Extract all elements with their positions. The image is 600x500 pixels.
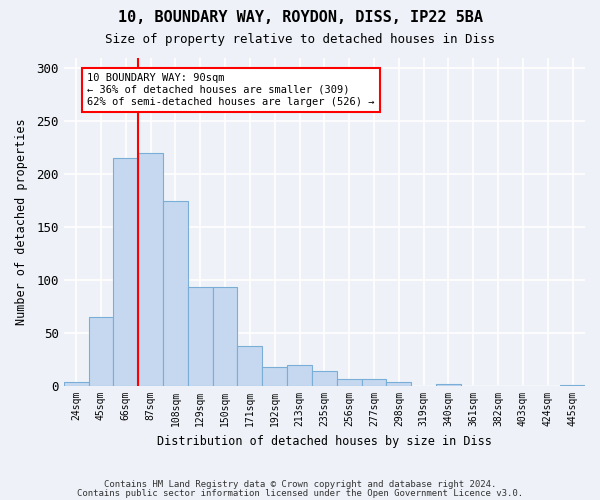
Bar	[362, 378, 386, 386]
Y-axis label: Number of detached properties: Number of detached properties	[15, 118, 28, 325]
Bar	[113, 158, 138, 386]
Bar	[337, 378, 362, 386]
Bar	[212, 288, 238, 386]
Text: 10 BOUNDARY WAY: 90sqm
← 36% of detached houses are smaller (309)
62% of semi-de: 10 BOUNDARY WAY: 90sqm ← 36% of detached…	[87, 74, 375, 106]
Bar	[436, 384, 461, 386]
Bar	[188, 288, 212, 386]
Bar	[312, 371, 337, 386]
Bar	[64, 382, 89, 386]
Bar	[138, 153, 163, 386]
Bar	[89, 317, 113, 386]
X-axis label: Distribution of detached houses by size in Diss: Distribution of detached houses by size …	[157, 434, 492, 448]
Bar	[386, 382, 411, 386]
Bar	[163, 200, 188, 386]
Bar	[262, 367, 287, 386]
Text: Contains public sector information licensed under the Open Government Licence v3: Contains public sector information licen…	[77, 490, 523, 498]
Bar	[238, 346, 262, 386]
Text: Contains HM Land Registry data © Crown copyright and database right 2024.: Contains HM Land Registry data © Crown c…	[104, 480, 496, 489]
Text: 10, BOUNDARY WAY, ROYDON, DISS, IP22 5BA: 10, BOUNDARY WAY, ROYDON, DISS, IP22 5BA	[118, 10, 482, 25]
Bar	[287, 365, 312, 386]
Bar	[560, 385, 585, 386]
Text: Size of property relative to detached houses in Diss: Size of property relative to detached ho…	[105, 32, 495, 46]
